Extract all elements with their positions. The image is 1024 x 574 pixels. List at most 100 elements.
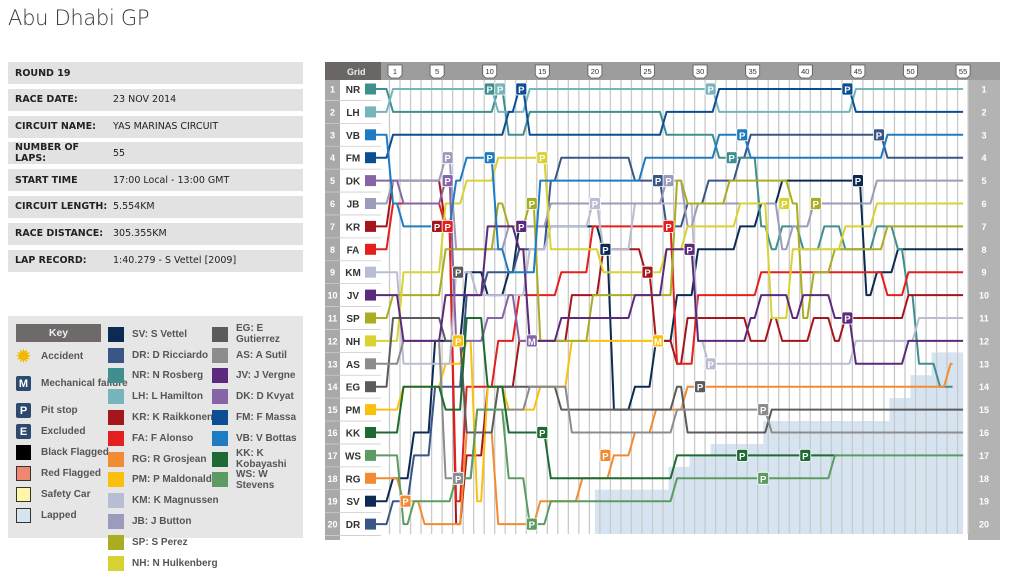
pit-stop-icon [704, 82, 717, 96]
key-header: Key [16, 324, 101, 342]
key-label: Mechanical failure [41, 378, 128, 389]
legend-label: KR: K Raikkonen [132, 412, 214, 424]
grid-driver-code: AS [346, 360, 360, 371]
lap-tick-label: 10 [486, 67, 494, 76]
page-title: Abu Dhabi GP [8, 6, 150, 30]
grid-driver-code: LH [346, 108, 359, 119]
info-label: RACE DISTANCE: [15, 228, 104, 240]
pit-stop-icon [515, 219, 528, 233]
grid-driver-swatch-jv [365, 289, 376, 301]
grid-driver-swatch-as [365, 358, 376, 370]
pit-stop-icon [683, 242, 696, 256]
final-position-label: 16 [979, 428, 989, 438]
pit-stop-icon [525, 517, 538, 531]
event-label: P [487, 85, 494, 96]
lap-tick-label: 30 [696, 67, 704, 76]
pit-stop-icon [809, 197, 822, 210]
info-label: START TIME [15, 174, 78, 186]
driver-legend-col-1: SV: S Vettel DR: D Ricciardo NR: N Rosberg… [108, 324, 219, 574]
lap-tick-label: 1 [393, 67, 397, 76]
pit-stop-marker: P [599, 448, 612, 462]
grid-position-label: 15 [327, 405, 337, 415]
key-item: M Mechanical failure [16, 367, 128, 400]
pit-stop-marker: P [809, 197, 822, 211]
legend-swatch [108, 430, 124, 446]
pit-stop-icon [852, 174, 864, 187]
grid-driver-code: FM [346, 154, 360, 165]
event-label: P [781, 200, 788, 211]
pit-stop-icon [441, 174, 454, 187]
info-row: START TIME 17:00 Local - 13:00 GMT [8, 169, 303, 192]
grid-position-label: 13 [327, 359, 337, 369]
excluded-icon: E [16, 424, 31, 439]
legend-item-as: AS: A Sutil [212, 345, 303, 366]
info-row: CIRCUIT LENGTH: 5.554KM [8, 195, 303, 218]
info-label: CIRCUIT NAME: [15, 121, 96, 133]
driver-line-ws [376, 408, 964, 526]
key-item: E Excluded [16, 421, 128, 442]
grid-driver-code: DR [346, 520, 361, 531]
event-label: P [529, 520, 536, 531]
pit-stop-marker: P [515, 219, 528, 233]
grid-driver-swatch-nh [365, 335, 376, 347]
legend-swatch [212, 368, 228, 384]
final-position-label: 19 [979, 497, 989, 507]
grid-driver-swatch-dk [365, 175, 376, 187]
legend-label: DK: D Kvyat [236, 391, 294, 403]
info-value: YAS MARINAS CIRCUIT [113, 121, 219, 133]
event-label: P [655, 177, 662, 188]
pit-stop-marker: P [599, 242, 612, 256]
legend-swatch [108, 493, 124, 509]
event-label: P [665, 222, 672, 233]
lap-tick: 20 [587, 64, 603, 79]
legend-item-fa: FA: F Alonso [108, 428, 219, 449]
legend-item-ws: WS: W Stevens [212, 469, 303, 491]
pit-stop-marker: P [652, 174, 664, 188]
lap-tick-tag [587, 64, 603, 79]
lap-tick-label: 50 [906, 67, 914, 76]
legend-item-dk: DK: D Kvyat [212, 386, 303, 407]
legend-swatch [212, 326, 228, 342]
legend-item-nh: NH: N Hulkenberg [108, 553, 219, 574]
legend-swatch [212, 472, 228, 488]
mechanical-failure-icon: M [16, 376, 31, 391]
grid-driver-swatch-vb [365, 129, 376, 141]
event-label: P [802, 451, 809, 462]
pit-stop-marker: P [441, 174, 454, 188]
event-label: P [876, 131, 883, 142]
pit-stop-icon [441, 151, 454, 165]
final-position-label: 9 [981, 268, 986, 278]
grid-position-label: 12 [327, 336, 337, 346]
event-label: P [855, 177, 862, 188]
grid-driver-code: SP [346, 314, 360, 325]
event-label: M [654, 337, 662, 348]
grid-driver-swatch-fm [365, 152, 376, 164]
lap-header-band [325, 62, 1000, 80]
info-value: 55 [113, 147, 126, 159]
info-row: CIRCUIT NAME: YAS MARINAS CIRCUIT [8, 115, 303, 138]
legend-label: AS: A Sutil [236, 349, 287, 361]
grid-driver-code: JV [347, 291, 360, 302]
pit-stop-marker: P [452, 265, 465, 279]
event-label: P [444, 222, 451, 233]
legend-item-sp: SP: S Perez [108, 532, 219, 553]
grid-driver-code: KK [346, 429, 361, 440]
info-row: ROUND 19 [8, 62, 303, 84]
grid-header-label: Grid [347, 67, 366, 77]
final-position-label: 1 [981, 85, 986, 95]
legend-item-kr: KR: K Raikkonen [108, 407, 219, 428]
event-label: M [528, 337, 536, 348]
info-row: NUMBER OF LAPS: 55 [8, 142, 303, 165]
event-label: P [739, 451, 746, 462]
pit-stop-icon [452, 265, 465, 279]
pit-stop-icon [588, 197, 601, 210]
info-value: 5.554KM [113, 201, 155, 213]
legend-item-fm: FM: F Massa [212, 407, 303, 428]
lap-tick: 40 [797, 64, 813, 79]
lap-tick-label: 40 [801, 67, 809, 76]
pit-stop-marker: P [588, 197, 601, 211]
event-label: P [487, 154, 494, 165]
grid-driver-swatch-eg [365, 381, 376, 393]
lap-tick: 35 [745, 64, 761, 79]
pit-stop-marker: P [704, 357, 717, 371]
